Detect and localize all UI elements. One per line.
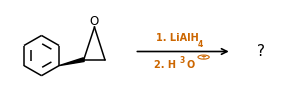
Text: O: O: [187, 60, 195, 70]
Text: 2. H: 2. H: [154, 60, 176, 70]
Text: 3: 3: [180, 56, 185, 65]
Polygon shape: [59, 58, 84, 66]
Text: 1. LiAlH: 1. LiAlH: [156, 33, 199, 43]
Text: O: O: [90, 15, 99, 28]
Text: +: +: [201, 54, 207, 60]
Text: ?: ?: [257, 44, 265, 59]
Text: 4: 4: [198, 40, 203, 49]
